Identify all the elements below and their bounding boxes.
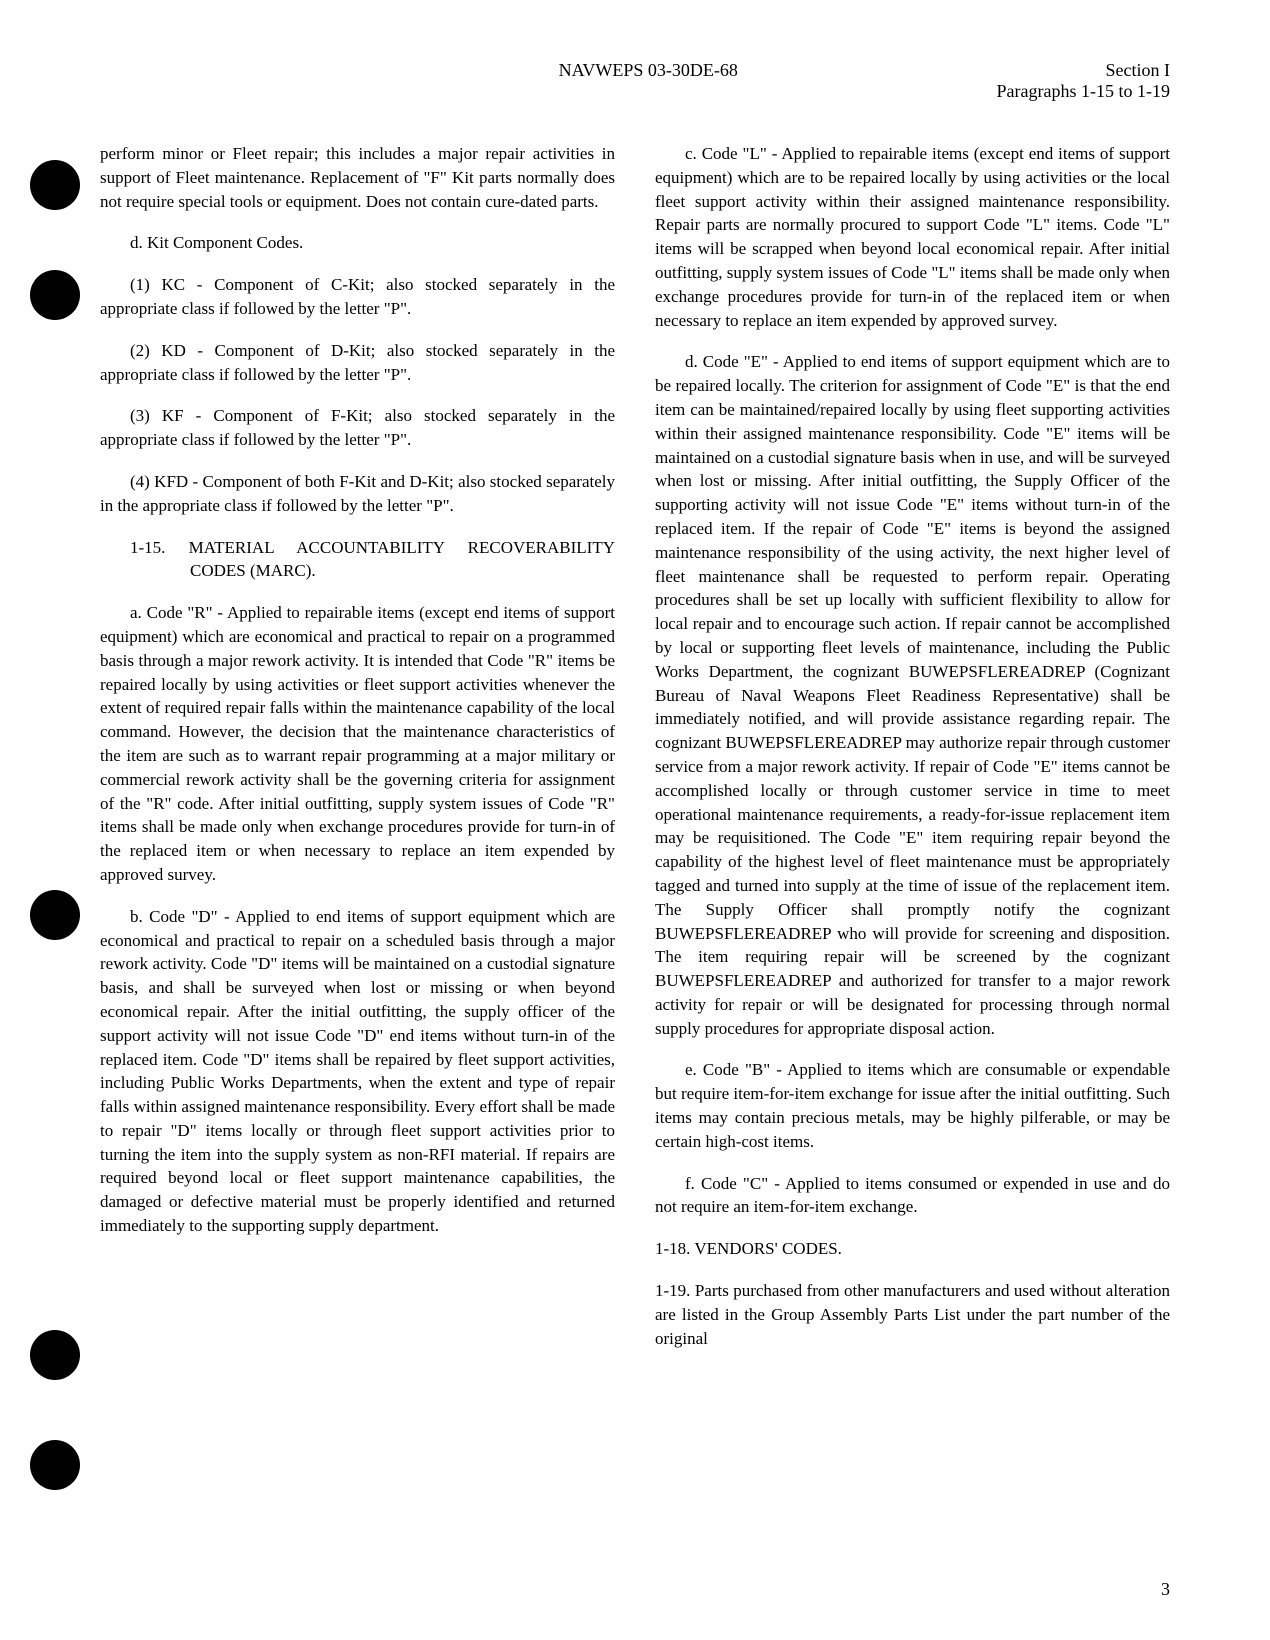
page-header: NAVWEPS 03-30DE-68 Section I Paragraphs … [100, 60, 1170, 102]
binder-hole [30, 890, 80, 940]
paragraph: (3) KF - Component of F-Kit; also stocke… [100, 404, 615, 452]
document-number: NAVWEPS 03-30DE-68 [300, 60, 997, 102]
paragraph: d. Kit Component Codes. [100, 231, 615, 255]
paragraph: e. Code "B" - Applied to items which are… [655, 1058, 1170, 1153]
header-right: Section I Paragraphs 1-15 to 1-19 [997, 60, 1170, 102]
section-title: 1-15. MATERIAL ACCOUNTABILITY RECOVERABI… [160, 536, 615, 584]
left-column: perform minor or Fleet repair; this incl… [100, 142, 615, 1368]
paragraph: a. Code "R" - Applied to repairable item… [100, 601, 615, 887]
page-number: 3 [1161, 1579, 1170, 1600]
paragraph: (2) KD - Component of D-Kit; also stocke… [100, 339, 615, 387]
paragraph: (1) KC - Component of C-Kit; also stocke… [100, 273, 615, 321]
binder-hole [30, 160, 80, 210]
binder-hole [30, 1440, 80, 1490]
paragraph: b. Code "D" - Applied to end items of su… [100, 905, 615, 1238]
section-title: 1-18. VENDORS' CODES. [655, 1237, 1170, 1261]
paragraph: d. Code "E" - Applied to end items of su… [655, 350, 1170, 1040]
section-label: Section I [997, 60, 1170, 81]
paragraph: (4) KFD - Component of both F-Kit and D-… [100, 470, 615, 518]
content-area: perform minor or Fleet repair; this incl… [100, 142, 1170, 1368]
binder-hole [30, 1330, 80, 1380]
paragraph: 1-19. Parts purchased from other manufac… [655, 1279, 1170, 1350]
binder-hole [30, 270, 80, 320]
paragraph: perform minor or Fleet repair; this incl… [100, 142, 615, 213]
paragraph: f. Code "C" - Applied to items consumed … [655, 1172, 1170, 1220]
right-column: c. Code "L" - Applied to repairable item… [655, 142, 1170, 1368]
section-title-text: 1-15. MATERIAL ACCOUNTABILITY RECOVERABI… [130, 538, 615, 581]
paragraphs-range: Paragraphs 1-15 to 1-19 [997, 81, 1170, 102]
paragraph: c. Code "L" - Applied to repairable item… [655, 142, 1170, 332]
